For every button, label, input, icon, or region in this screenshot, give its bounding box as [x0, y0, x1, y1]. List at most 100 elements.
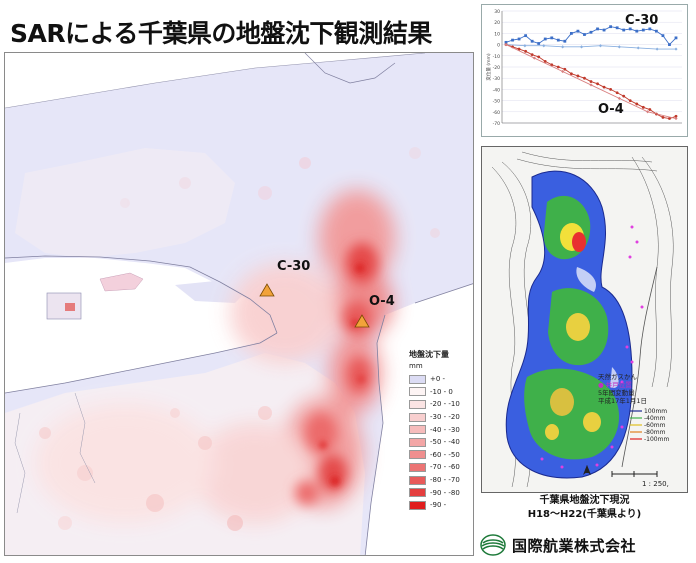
y-tick-label: -30 [493, 76, 500, 82]
legend-label: -60 - -50 [430, 450, 460, 459]
contour-level: 100mm [644, 408, 668, 415]
legend-swatch [409, 374, 426, 384]
series-point [609, 88, 613, 91]
contour-map[interactable]: 天然ガスかん ● 井戸位置 5年間変動量 平成17年1月1日 100mm -40… [481, 146, 688, 493]
legend-label: -90 - -80 [430, 488, 460, 497]
sar-subsidence-map[interactable]: C-30 O-4 地盤沈下量 mm +0 - -10 - 0 -20 - -10 -3… [4, 52, 474, 556]
contour-level: -100mm [644, 436, 670, 443]
legend-label: -40 - -30 [430, 425, 460, 434]
legend-label: -10 - 0 [430, 387, 453, 396]
contour-legend-sub2: 5年間変動量 [598, 389, 635, 397]
legend-rows: +0 - -10 - 0 -20 - -10 -30 - -20 -40 - -30 -5… [409, 373, 473, 512]
displacement-chart: 30 20 10 0 -10 -20 -30 -40 -50 -60 -70 変位量 (mm) C-3… [481, 4, 688, 137]
legend-swatch [409, 425, 426, 435]
chart-callout-o4: O-4 [598, 102, 624, 117]
legend-item: -50 - -40 [409, 436, 473, 449]
series-line [505, 44, 676, 50]
series-point [537, 42, 541, 45]
legend-swatch [409, 488, 426, 498]
series-point [556, 65, 560, 69]
contour-level: -60mm [644, 422, 666, 429]
y-tick-label: -70 [493, 121, 500, 127]
series-point [622, 94, 626, 98]
series-point [635, 102, 639, 106]
series-point [622, 28, 626, 32]
series-point [530, 53, 534, 57]
legend-unit: mm [409, 362, 423, 370]
legend-item: -10 - 0 [409, 386, 473, 399]
contour-legend-title: 天然ガスかん [598, 373, 637, 381]
series-point [648, 27, 652, 31]
y-tick-label: 0 [497, 43, 500, 49]
legend-swatch [409, 412, 426, 422]
company-name: 国際航業株式会社 [512, 536, 637, 555]
caption-line1: 千葉県地盤沈下現況 [539, 495, 630, 506]
scale-label: 1 : 250, [642, 480, 669, 488]
series-point [569, 32, 573, 35]
legend-swatch [409, 475, 426, 485]
series-point [511, 38, 514, 42]
series-point [654, 29, 658, 33]
north-arrow-icon [583, 465, 591, 475]
series-point [628, 27, 632, 31]
sar-map-graphic [5, 53, 473, 555]
series-point [641, 28, 645, 32]
legend-label: -90 - [430, 501, 447, 510]
series-point [596, 27, 599, 31]
legend-swatch [409, 500, 426, 510]
caption-line2: H18〜H22(千葉県より) [527, 509, 642, 520]
series-point [579, 45, 584, 49]
series-point [615, 91, 619, 95]
legend-item: -90 - -80 [409, 486, 473, 499]
legend-item: -40 - -30 [409, 423, 473, 436]
series-point [504, 40, 508, 44]
series-point [661, 34, 665, 38]
y-tick-label: 20 [494, 20, 500, 26]
marker-c30-label: C-30 [277, 259, 311, 274]
series-point [561, 69, 565, 74]
series-point [576, 29, 580, 33]
legend-swatch [409, 399, 426, 409]
contour-legend-sub1: 井戸位置 [605, 381, 632, 389]
series-point [561, 45, 565, 49]
series-point [583, 76, 586, 80]
contour-level: -40mm [644, 415, 666, 422]
legend-label: -20 - -10 [430, 400, 460, 409]
series-point [648, 108, 652, 111]
y-tick-label: -20 [493, 65, 500, 71]
series-point [589, 80, 593, 83]
series-point [674, 47, 678, 51]
legend-swatch [409, 387, 426, 397]
y-tick-label: -10 [493, 54, 500, 60]
series-point [530, 39, 534, 43]
legend-item: -90 - [409, 499, 473, 512]
legend-item: -20 - -10 [409, 398, 473, 411]
company-logo-icon [480, 534, 506, 556]
series-point [569, 72, 573, 76]
series-point [636, 46, 640, 50]
series-point [641, 105, 645, 109]
series-point [589, 30, 593, 34]
series-point [517, 37, 521, 41]
legend-label: -80 - -70 [430, 476, 460, 485]
chart-callout-c30: C-30 [625, 13, 659, 28]
legend-label: -50 - -40 [430, 438, 460, 447]
series-point [589, 83, 593, 87]
marker-o4-triangle [354, 314, 370, 328]
legend-item: -60 - -50 [409, 449, 473, 462]
legend-item: -80 - -70 [409, 474, 473, 487]
series-point [563, 39, 567, 43]
legend-swatch [409, 462, 426, 472]
series-point [674, 114, 678, 118]
series-point [524, 34, 528, 38]
series-point [542, 44, 546, 48]
y-tick-label: 10 [494, 31, 500, 37]
contour-map-graphic [482, 147, 687, 492]
series-point [583, 33, 586, 36]
legend-item: -70 - -60 [409, 461, 473, 474]
series-point [668, 117, 671, 120]
series-point [617, 45, 621, 49]
series-point [602, 28, 606, 32]
y-tick-label: -40 [493, 87, 500, 93]
legend-label: -30 - -20 [430, 413, 460, 422]
